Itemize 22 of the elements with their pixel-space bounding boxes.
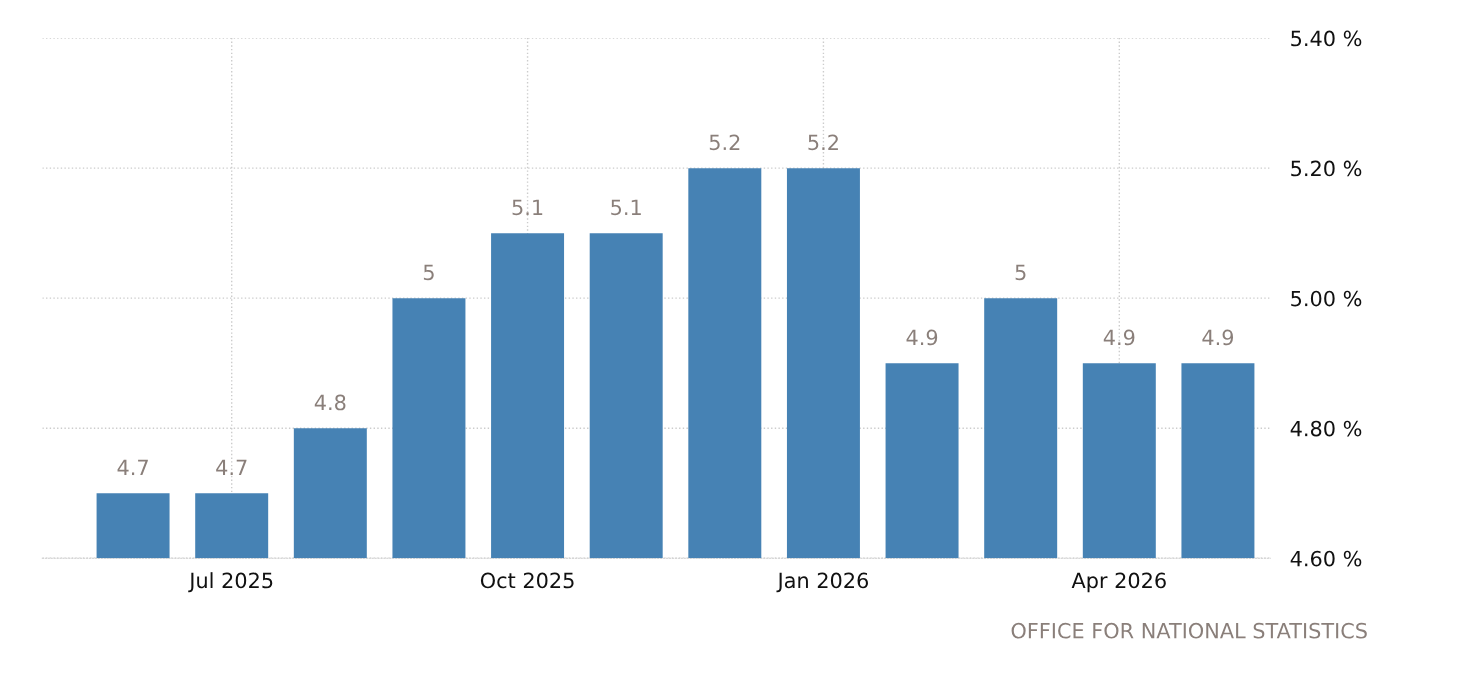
data-label: 4.7 — [216, 459, 247, 476]
data-label: 5 — [423, 264, 434, 281]
data-label: 4.9 — [1202, 329, 1234, 346]
y-tick-label: 5.00 % — [1291, 290, 1362, 307]
data-label: 4.9 — [906, 329, 938, 346]
y-tick-label: 4.60 % — [1290, 550, 1362, 567]
data-label: 4.7 — [117, 459, 148, 476]
y-tick-label: 4.80 % — [1290, 420, 1362, 437]
data-label: 5.1 — [611, 199, 641, 216]
y-tick-label: 5.40 % — [1291, 30, 1362, 47]
data-label: 5.2 — [709, 134, 740, 151]
data-label: 4.9 — [1103, 329, 1135, 346]
text: OFFICE FOR NATIONAL STATISTICS — [1011, 622, 1367, 639]
x-tick-label: Jul 2025 — [188, 572, 273, 593]
data-label: 5.1 — [512, 199, 543, 216]
x-tick-label: Apr 2026 — [1071, 572, 1166, 593]
data-label: 5 — [1015, 264, 1026, 281]
x-tick-label: Jan 2026 — [776, 572, 868, 593]
data-label: 5.2 — [808, 134, 838, 151]
x-tick-label: Oct 2025 — [480, 572, 574, 589]
y-tick-label: 5.20 % — [1291, 160, 1362, 177]
data-label: 4.8 — [314, 394, 346, 411]
